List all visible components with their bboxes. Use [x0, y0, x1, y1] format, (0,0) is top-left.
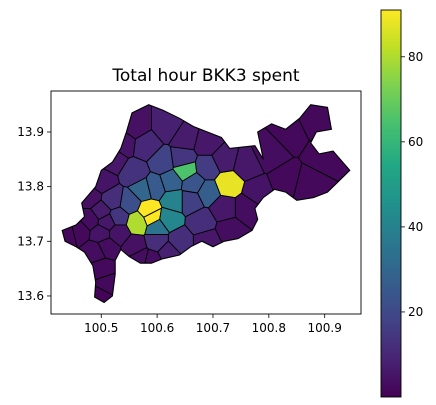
chart-title: Total hour BKK3 spent [111, 66, 300, 86]
colorbar-ticks: 20 40 60 80 [401, 50, 423, 319]
district-region [90, 199, 112, 220]
province-boundary [61, 104, 351, 304]
y-axis-ticks: 13.6 13.7 13.8 13.9 [17, 125, 51, 303]
x-tick-label: 100.7 [196, 321, 230, 335]
colorbar-tick-label: 60 [408, 135, 423, 149]
y-tick-label: 13.6 [17, 289, 44, 303]
colorbar-tick-label: 20 [408, 305, 423, 319]
x-tick-label: 100.5 [84, 321, 118, 335]
y-tick-label: 13.9 [17, 125, 44, 139]
colorbar-tick-label: 80 [408, 50, 423, 64]
x-axis-ticks: 100.5 100.6 100.7 100.8 100.9 [84, 314, 342, 335]
x-tick-label: 100.8 [252, 321, 286, 335]
x-tick-label: 100.9 [308, 321, 342, 335]
y-tick-label: 13.7 [17, 234, 44, 248]
x-tick-label: 100.6 [140, 321, 174, 335]
colorbar [380, 9, 402, 398]
colorbar-tick-label: 40 [408, 220, 423, 234]
y-tick-label: 13.8 [17, 180, 44, 194]
